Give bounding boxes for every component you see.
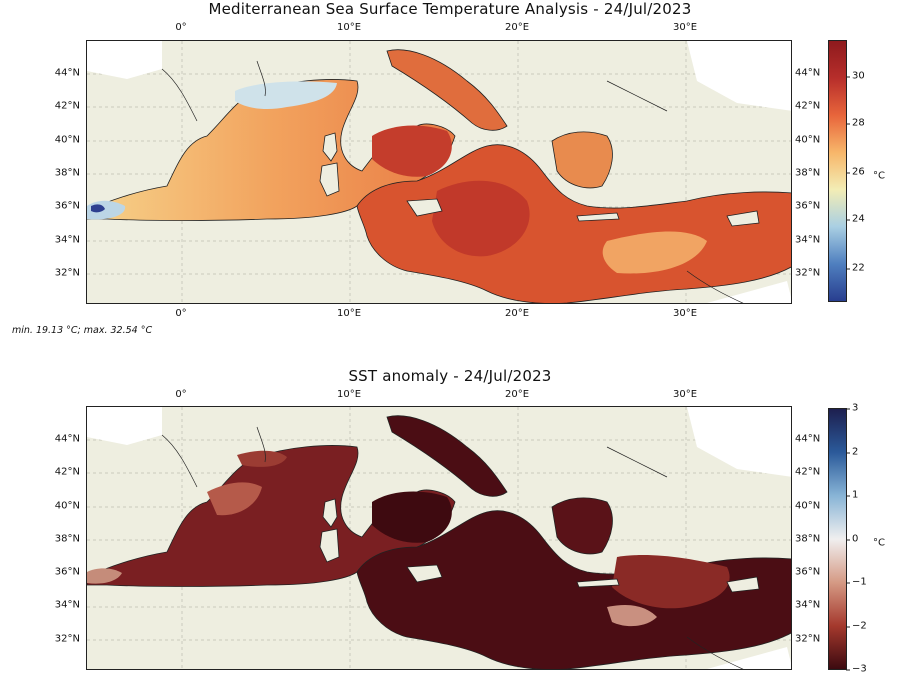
top-lat-right-44n: 44°N <box>795 67 821 79</box>
top-lon-tick-10e: 10°E <box>336 22 362 33</box>
top-lat-left-32n: 32°N <box>54 267 80 279</box>
sst-cbar-tick-30: 30 <box>846 70 865 82</box>
top-cold-spot <box>91 204 105 213</box>
bot-lat-left-36n: 36°N <box>54 566 80 578</box>
bot-lat-left-42n: 42°N <box>54 466 80 478</box>
sst-anomaly-map <box>86 406 792 670</box>
bot-sea-central-east <box>356 510 791 669</box>
anom-cbar-tick-2: 2 <box>845 446 859 458</box>
anom-cbar-tick-m1: −1 <box>846 576 867 588</box>
sst-colorbar <box>828 40 847 302</box>
sst-cbar-tick-28: 28 <box>846 117 865 129</box>
sst-cbar-tick-26: 26 <box>846 166 865 178</box>
bot-island-cyprus <box>726 576 760 593</box>
top-lat-right-38n: 38°N <box>795 167 821 179</box>
top-lat-left-38n: 38°N <box>54 167 80 179</box>
top-island-cyprus <box>726 210 760 227</box>
sst-cbar-tick-24: 24 <box>846 213 865 225</box>
bot-light-patch-levant <box>612 555 730 609</box>
top-lat-right-32n: 32°N <box>795 267 821 279</box>
top-lat-left-44n: 44°N <box>54 67 80 79</box>
top-cool-patch-lion <box>235 81 337 109</box>
top-lon-bottom-0: 0° <box>175 308 187 319</box>
top-lat-left-36n: 36°N <box>54 200 80 212</box>
bot-island-crete <box>576 578 620 588</box>
bot-island-sardinia <box>319 528 340 563</box>
top-borders <box>161 60 744 303</box>
top-lon-tick-30e: 30°E <box>672 22 698 33</box>
bot-sea-tyrrhenian <box>372 491 452 543</box>
top-nodata-southeast <box>707 281 791 303</box>
bot-lat-right-36n: 36°N <box>795 566 821 578</box>
top-lat-right-36n: 36°N <box>795 200 821 212</box>
anom-cbar-tick-m3: −3 <box>846 663 867 675</box>
top-island-crete <box>576 212 620 222</box>
sst-cbar-unit: °C <box>873 170 885 182</box>
top-island-sardinia <box>319 162 340 197</box>
bot-lat-left-44n: 44°N <box>54 433 80 445</box>
bot-lat-left-40n: 40°N <box>54 500 80 512</box>
bot-light-patch-alboran <box>87 568 122 584</box>
top-island-corsica <box>322 132 338 162</box>
top-nodata-northwest <box>87 41 162 79</box>
top-island-sicily <box>406 198 443 217</box>
top-lat-left-34n: 34°N <box>54 234 80 246</box>
top-sea-western-med <box>87 79 456 221</box>
top-lon-bottom-10e: 10°E <box>336 308 362 319</box>
bot-lon-tick-10e: 10°E <box>336 389 362 400</box>
top-lat-right-42n: 42°N <box>795 100 821 112</box>
top-nodata-northeast <box>687 41 791 111</box>
bot-lat-left-38n: 38°N <box>54 533 80 545</box>
top-sea-tyrrhenian <box>372 125 452 177</box>
bot-sea-adriatic <box>386 415 508 497</box>
bot-lon-tick-20e: 20°E <box>504 389 530 400</box>
bot-light-patch-balearic <box>207 482 262 516</box>
top-lat-right-34n: 34°N <box>795 234 821 246</box>
bot-island-corsica <box>322 498 338 528</box>
sst-anomaly-title: SST anomaly - 24/Jul/2023 <box>348 367 552 385</box>
anom-cbar-unit: °C <box>873 537 885 549</box>
anom-cbar-tick-1: 1 <box>845 489 859 501</box>
bot-nodata-southeast <box>707 647 791 669</box>
top-sea-aegean <box>551 131 613 189</box>
top-lat-right-40n: 40°N <box>795 134 821 146</box>
bot-lat-right-32n: 32°N <box>795 633 821 645</box>
anomaly-colorbar <box>828 408 847 670</box>
bot-light-patch-south <box>607 605 657 627</box>
anom-cbar-tick-0: 0 <box>845 533 859 545</box>
bot-lat-right-40n: 40°N <box>795 500 821 512</box>
bot-lat-left-34n: 34°N <box>54 599 80 611</box>
anom-cbar-tick-m2: −2 <box>846 620 867 632</box>
anom-cbar-tick-3: 3 <box>845 402 859 414</box>
sst-analysis-title: Mediterranean Sea Surface Temperature An… <box>208 0 692 18</box>
sst-map <box>86 40 792 304</box>
bot-lon-tick-0: 0° <box>175 389 187 400</box>
top-lon-bottom-20e: 20°E <box>504 308 530 319</box>
top-sea-ionian <box>432 180 530 257</box>
top-lon-bottom-30e: 30°E <box>672 308 698 319</box>
bot-island-sicily <box>406 564 443 583</box>
sst-min-max-stats: min. 19.13 °C; max. 32.54 °C <box>12 325 153 336</box>
bot-sea-aegean <box>551 497 613 555</box>
sst-cbar-tick-22: 22 <box>846 262 865 274</box>
bot-sea-western-med <box>87 445 456 587</box>
bot-nodata-northeast <box>687 407 791 477</box>
top-lon-tick-0: 0° <box>175 22 187 33</box>
top-sea-levant-cool <box>602 231 707 274</box>
bot-lat-right-38n: 38°N <box>795 533 821 545</box>
bot-lat-right-34n: 34°N <box>795 599 821 611</box>
bot-lat-right-42n: 42°N <box>795 466 821 478</box>
top-sea-adriatic <box>386 49 508 131</box>
bot-light-patch-lion <box>237 450 287 467</box>
top-lon-tick-20e: 20°E <box>504 22 530 33</box>
top-lat-left-42n: 42°N <box>54 100 80 112</box>
bot-borders <box>161 426 744 669</box>
bot-lat-left-32n: 32°N <box>54 633 80 645</box>
bot-lon-tick-30e: 30°E <box>672 389 698 400</box>
bot-lat-right-44n: 44°N <box>795 433 821 445</box>
bot-nodata-northwest <box>87 407 162 445</box>
top-lat-left-40n: 40°N <box>54 134 80 146</box>
